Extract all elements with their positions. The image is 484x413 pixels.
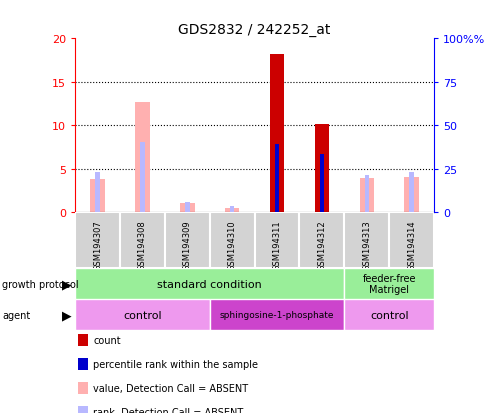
Text: control: control (369, 310, 408, 320)
Text: control: control (123, 310, 162, 320)
Bar (319, 154, 323, 213)
Text: value, Detection Call = ABSENT: value, Detection Call = ABSENT (93, 383, 248, 393)
Bar (254, 213, 299, 268)
Text: GSM194313: GSM194313 (362, 219, 371, 270)
Bar (359, 179, 373, 213)
Bar (269, 55, 284, 213)
Bar (299, 213, 344, 268)
Text: GSM194312: GSM194312 (317, 219, 326, 270)
Bar (404, 178, 418, 213)
Bar (388, 213, 433, 268)
Text: agent: agent (2, 310, 30, 320)
Text: ▶: ▶ (62, 278, 72, 290)
Bar (225, 208, 239, 213)
Bar (314, 125, 329, 213)
Bar (120, 213, 165, 268)
Bar (180, 203, 194, 213)
Text: GSM194308: GSM194308 (137, 219, 147, 270)
Bar (185, 202, 189, 213)
Bar (344, 213, 388, 268)
Bar (229, 206, 234, 213)
Text: GSM194307: GSM194307 (93, 219, 102, 270)
Bar (364, 176, 368, 213)
Bar (408, 173, 413, 213)
Text: rank, Detection Call = ABSENT: rank, Detection Call = ABSENT (93, 407, 243, 413)
Text: ▶: ▶ (62, 309, 72, 321)
Text: GSM194311: GSM194311 (272, 219, 281, 270)
Title: GDS2832 / 242252_at: GDS2832 / 242252_at (178, 23, 330, 37)
Text: count: count (93, 335, 121, 345)
Bar (344, 299, 433, 330)
Bar (209, 299, 344, 330)
Text: GSM194310: GSM194310 (227, 219, 236, 270)
Bar (135, 102, 150, 213)
Text: growth protocol: growth protocol (2, 279, 79, 289)
Bar (344, 268, 433, 299)
Bar (90, 180, 105, 213)
Bar (75, 213, 120, 268)
Bar (165, 213, 209, 268)
Bar (274, 144, 279, 213)
Text: GSM194309: GSM194309 (182, 219, 192, 270)
Text: standard condition: standard condition (157, 279, 261, 289)
Bar (209, 213, 254, 268)
Bar (75, 299, 209, 330)
Bar (140, 142, 144, 213)
Bar (75, 268, 344, 299)
Text: sphingosine-1-phosphate: sphingosine-1-phosphate (219, 311, 333, 319)
Text: percentile rank within the sample: percentile rank within the sample (93, 359, 257, 369)
Bar (95, 173, 100, 213)
Text: GSM194314: GSM194314 (406, 219, 415, 270)
Text: feeder-free
Matrigel: feeder-free Matrigel (362, 273, 415, 295)
